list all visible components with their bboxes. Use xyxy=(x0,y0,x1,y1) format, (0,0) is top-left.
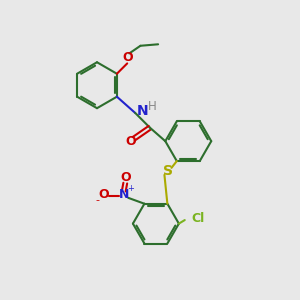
Text: O: O xyxy=(122,51,133,64)
Text: O: O xyxy=(98,188,109,201)
Text: S: S xyxy=(163,164,173,178)
Text: Cl: Cl xyxy=(191,212,205,225)
Text: N: N xyxy=(136,103,148,118)
Text: H: H xyxy=(148,100,156,113)
Text: -: - xyxy=(96,195,100,205)
Text: N: N xyxy=(118,188,129,200)
Text: +: + xyxy=(127,184,134,193)
Text: O: O xyxy=(120,171,130,184)
Text: O: O xyxy=(125,135,136,148)
